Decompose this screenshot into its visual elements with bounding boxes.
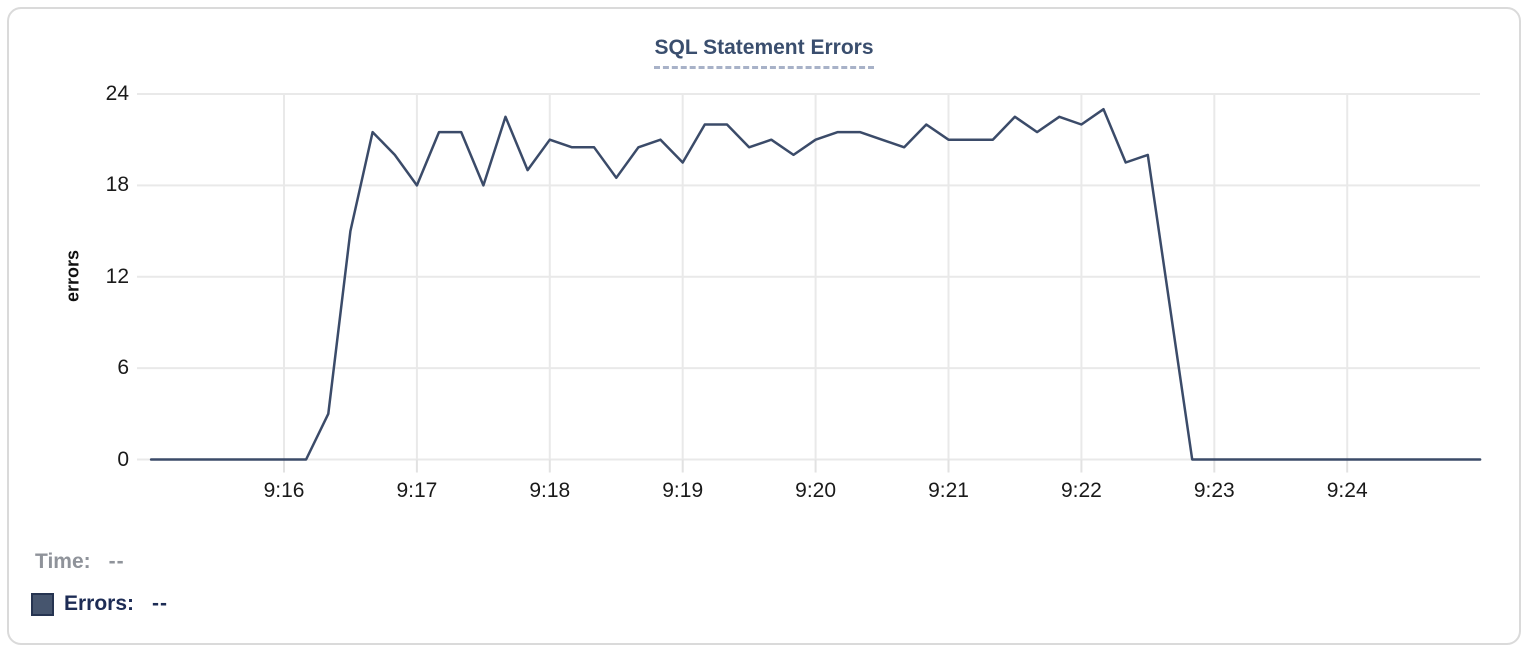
errors-series-swatch-icon — [31, 592, 54, 616]
y-tick-label: 18 — [105, 173, 129, 197]
x-tick-label: 9:23 — [1193, 479, 1235, 502]
y-tick-label: 0 — [117, 447, 129, 471]
legend-errors-label: Errors: — [64, 592, 135, 615]
x-tick-label: 9:24 — [1326, 479, 1368, 502]
chart-plot-area[interactable] — [137, 94, 1480, 460]
x-tick-label: 9:20 — [795, 479, 837, 502]
x-tick-label: 9:16 — [263, 479, 305, 502]
chart-header: SQL Statement Errors — [9, 36, 1519, 69]
x-tick-label: 9:22 — [1060, 479, 1102, 502]
x-tick-label: 9:21 — [928, 479, 969, 502]
legend-time-row: Time: -- — [35, 550, 125, 574]
x-tick-label: 9:17 — [396, 479, 438, 502]
chart-card: SQL Statement Errors errors 0 6 12 18 24 9:1… — [7, 7, 1521, 645]
legend-time-label: Time: — [35, 550, 91, 573]
y-tick-label: 6 — [117, 356, 129, 380]
legend-errors-value: -- — [152, 592, 169, 615]
chart-title[interactable]: SQL Statement Errors — [654, 36, 874, 69]
legend-errors-row[interactable]: Errors: -- — [31, 592, 168, 616]
x-tick-label: 9:18 — [529, 479, 571, 502]
x-tick-label: 9:19 — [662, 479, 704, 502]
legend-time-value: -- — [108, 550, 125, 573]
errors-line-chart — [137, 93, 1482, 473]
y-tick-label: 24 — [105, 82, 129, 105]
y-tick-label: 12 — [105, 264, 129, 288]
errors-line-series — [149, 107, 1482, 461]
